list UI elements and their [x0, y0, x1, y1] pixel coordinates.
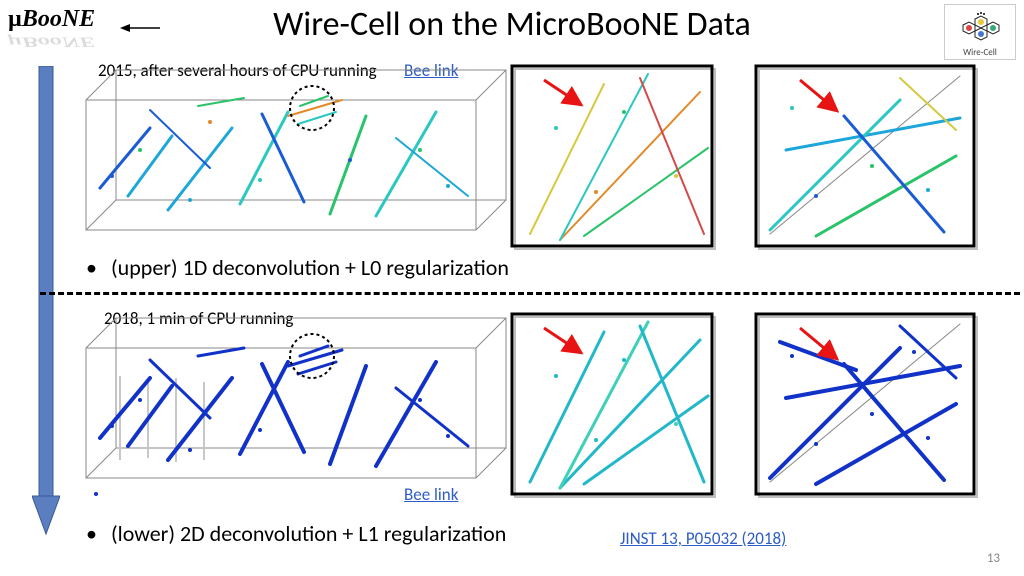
- upper-bee-link[interactable]: Bee link: [404, 60, 458, 81]
- slide-title: Wire-Cell on the MicroBooNE Data: [0, 4, 1024, 45]
- citation-link[interactable]: JINST 13, P05032 (2018): [620, 528, 786, 549]
- divider: [40, 292, 1020, 295]
- page-number: 13: [987, 551, 1000, 566]
- upper-caption: 2015, after several hours of CPU running: [98, 60, 378, 81]
- upper-bullet: (upper) 1D deconvolution + L0 regulariza…: [86, 254, 509, 281]
- lower-bee-link[interactable]: Bee link: [404, 484, 458, 505]
- figure-canvas: [0, 0, 1024, 576]
- lower-caption: 2018, 1 min of CPU running: [104, 308, 293, 329]
- wirecell-logo-text: Wire-Cell: [963, 47, 997, 58]
- lower-bullet: (lower) 2D deconvolution + L1 regulariza…: [86, 520, 506, 547]
- progress-arrow-icon: [32, 66, 60, 536]
